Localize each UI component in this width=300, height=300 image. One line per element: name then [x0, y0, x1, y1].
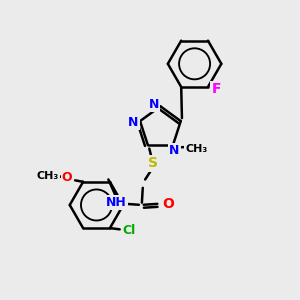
Text: N: N	[128, 116, 139, 129]
Text: N: N	[149, 98, 159, 111]
Text: F: F	[212, 82, 221, 96]
Text: NH: NH	[106, 196, 127, 209]
Text: O: O	[62, 171, 72, 184]
Text: CH₃: CH₃	[185, 144, 207, 154]
Text: O: O	[162, 197, 174, 211]
Text: Cl: Cl	[122, 224, 135, 237]
Text: S: S	[148, 156, 158, 170]
Text: N: N	[169, 144, 180, 157]
Text: CH₃: CH₃	[37, 172, 59, 182]
